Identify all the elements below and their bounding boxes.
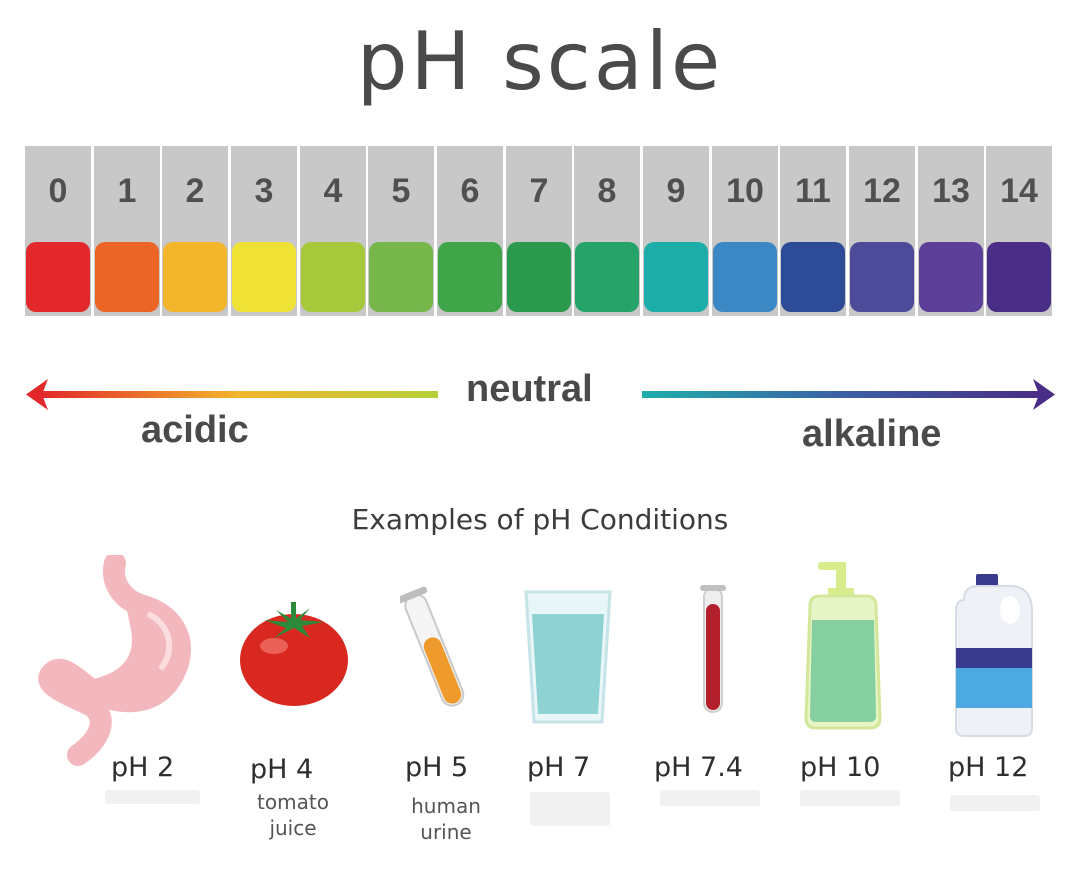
example-ph-label: pH 5 [405,752,469,783]
ph-value-label: 14 [1000,172,1038,210]
ph-value-label: 12 [863,172,901,210]
ph-value-label: 9 [666,172,686,210]
ph-cell: 9 [643,146,709,316]
ph-cell: 5 [368,146,434,316]
example-ph-label: pH 2 [111,752,175,783]
ph-value-label: 7 [529,172,549,210]
ph-cell: 1 [94,146,160,316]
example-ph-label: pH 4 [250,754,314,785]
ph-value-label: 8 [597,172,617,210]
example-ph-label: pH 7 [527,752,591,783]
ph-color-swatch [781,242,845,312]
ph-value-label: 6 [460,172,480,210]
page-title: pH scale [356,15,724,108]
ph-cell: 7 [506,146,572,316]
ph-cell: 6 [437,146,503,316]
ph-color-swatch [644,242,708,312]
ph-scale: 0 1 2 3 4 5 6 7 8 9 10 11 12 13 14 [25,146,1055,316]
neutral-label: neutral [466,368,593,410]
ph-cell: 0 [25,146,91,316]
blurred-area [105,790,200,804]
blurred-area [530,792,610,826]
ph-value-label: 0 [48,172,68,210]
stomach-icon [38,555,191,766]
blurred-area [660,790,760,806]
ph-cell: 4 [300,146,366,316]
bleach-bottle-icon [955,574,1033,737]
example-ph-label: pH 10 [800,752,881,783]
ph-color-swatch [713,242,777,312]
acidic-label: acidic [141,409,249,451]
ph-cell: 10 [712,146,778,316]
ph-color-swatch [95,242,159,312]
ph-cell: 11 [780,146,846,316]
ph-color-swatch [919,242,983,312]
ph-value-label: 3 [254,172,274,210]
example-ph-label: pH 7.4 [654,752,743,783]
ph-cell: 3 [231,146,297,316]
test-tube-icon [400,586,465,707]
example-description: tomato juice [257,790,329,840]
ph-value-label: 10 [726,172,764,210]
ph-color-swatch [575,242,639,312]
example-description: human urine [411,794,481,844]
blurred-area [800,790,900,806]
ph-cell: 8 [574,146,640,316]
ph-color-swatch [301,242,365,312]
tomato-icon [240,602,348,706]
ph-color-swatch [438,242,502,312]
ph-color-swatch [987,242,1051,312]
ph-cell: 2 [162,146,228,316]
ph-color-swatch [163,242,227,312]
blurred-area [950,795,1040,811]
alkaline-arrow [642,379,1055,410]
ph-value-label: 5 [391,172,411,210]
ph-color-swatch [369,242,433,312]
ph-value-label: 11 [795,172,831,210]
ph-color-swatch [507,242,571,312]
acidic-arrow [26,379,438,410]
blood-tube-icon [700,585,726,713]
ph-value-label: 1 [117,172,137,210]
acid-alkaline-arrow [26,379,1055,410]
ph-color-swatch [26,242,90,312]
ph-cell: 13 [918,146,984,316]
example-ph-label: pH 12 [948,752,1029,783]
examples-title: Examples of pH Conditions [351,503,729,536]
ph-color-swatch [232,242,296,312]
soap-dispenser-icon [804,562,882,730]
ph-cell: 14 [986,146,1052,316]
ph-value-label: 4 [323,172,343,210]
alkaline-label: alkaline [802,413,942,455]
ph-cell: 12 [849,146,915,316]
ph-value-label: 13 [932,172,970,210]
water-glass-icon [524,590,612,724]
ph-color-swatch [850,242,914,312]
ph-value-label: 2 [185,172,205,210]
